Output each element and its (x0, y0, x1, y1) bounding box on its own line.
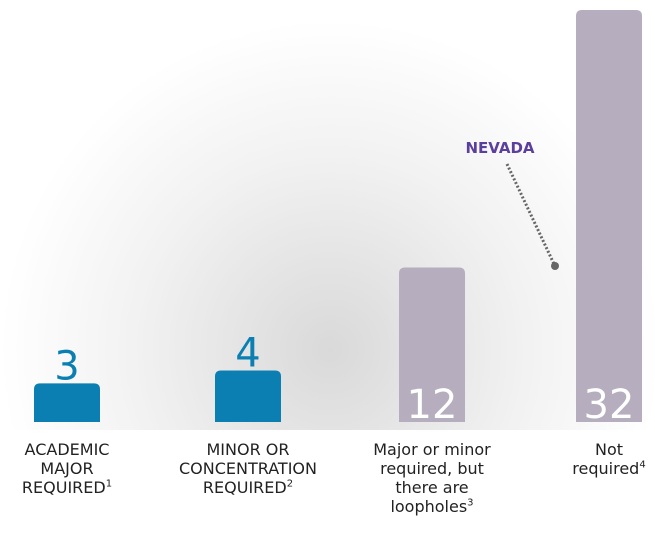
annotation-leader (505, 163, 556, 265)
value-label: 3 (54, 343, 79, 389)
footnote-marker: 2 (286, 478, 294, 490)
annotation: NEVADA (465, 139, 534, 157)
category-text: MINOR OR CONCENTRATION REQUIRED (179, 440, 317, 497)
category-label: Major or minor required, but there are l… (370, 440, 495, 516)
bar (399, 267, 465, 422)
annotation-dot (551, 262, 559, 270)
value-label: 32 (584, 382, 635, 428)
value-label: 4 (235, 331, 260, 377)
value-label: 12 (407, 382, 458, 428)
category-text: ACADEMIC MAJOR REQUIRED (21, 440, 110, 497)
background (0, 0, 655, 430)
category-label: ACADEMIC MAJOR REQUIRED1 (7, 440, 127, 497)
bar (576, 10, 642, 422)
bar (34, 383, 100, 422)
category-text: Not required (572, 440, 640, 478)
category-label: MINOR OR CONCENTRATION REQUIRED2 (173, 440, 323, 497)
footnote-marker: 3 (467, 497, 474, 509)
bar (215, 370, 281, 422)
category-label: Not required4 (559, 440, 655, 478)
footnote-marker: 1 (105, 478, 113, 490)
category-text: Major or minor required, but there are l… (373, 440, 491, 516)
footnote-marker: 4 (639, 459, 646, 471)
